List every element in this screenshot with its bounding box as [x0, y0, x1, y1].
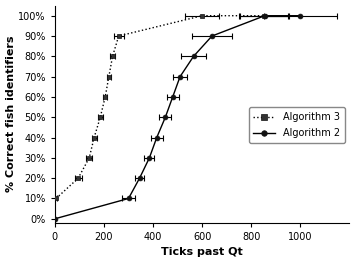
- Algorithm 2: [155, 136, 159, 139]
- Algorithm 3: [103, 95, 107, 99]
- Algorithm 3: [92, 136, 96, 139]
- Algorithm 3: [107, 75, 111, 78]
- Algorithm 3: [54, 197, 58, 200]
- Algorithm 2: [263, 14, 267, 17]
- Algorithm 3: [76, 176, 80, 180]
- Algorithm 2: [163, 116, 168, 119]
- Line: Algorithm 3: Algorithm 3: [54, 13, 266, 201]
- Algorithm 2: [53, 217, 57, 220]
- Algorithm 2: [298, 14, 302, 17]
- Legend: Algorithm 3, Algorithm 2: Algorithm 3, Algorithm 2: [248, 107, 345, 143]
- Algorithm 2: [126, 197, 131, 200]
- Line: Algorithm 2: Algorithm 2: [53, 13, 303, 221]
- Algorithm 3: [200, 14, 204, 17]
- Algorithm 3: [110, 55, 115, 58]
- Algorithm 3: [87, 156, 91, 159]
- X-axis label: Ticks past Qt: Ticks past Qt: [161, 247, 243, 257]
- Algorithm 2: [178, 75, 182, 78]
- Algorithm 2: [170, 95, 175, 99]
- Y-axis label: % Correct fish identifiers: % Correct fish identifiers: [6, 36, 16, 193]
- Algorithm 2: [147, 156, 152, 159]
- Algorithm 3: [261, 14, 266, 17]
- Algorithm 3: [116, 34, 121, 38]
- Algorithm 2: [191, 55, 196, 58]
- Algorithm 3: [98, 116, 102, 119]
- Algorithm 2: [137, 176, 142, 180]
- Algorithm 2: [210, 34, 214, 38]
